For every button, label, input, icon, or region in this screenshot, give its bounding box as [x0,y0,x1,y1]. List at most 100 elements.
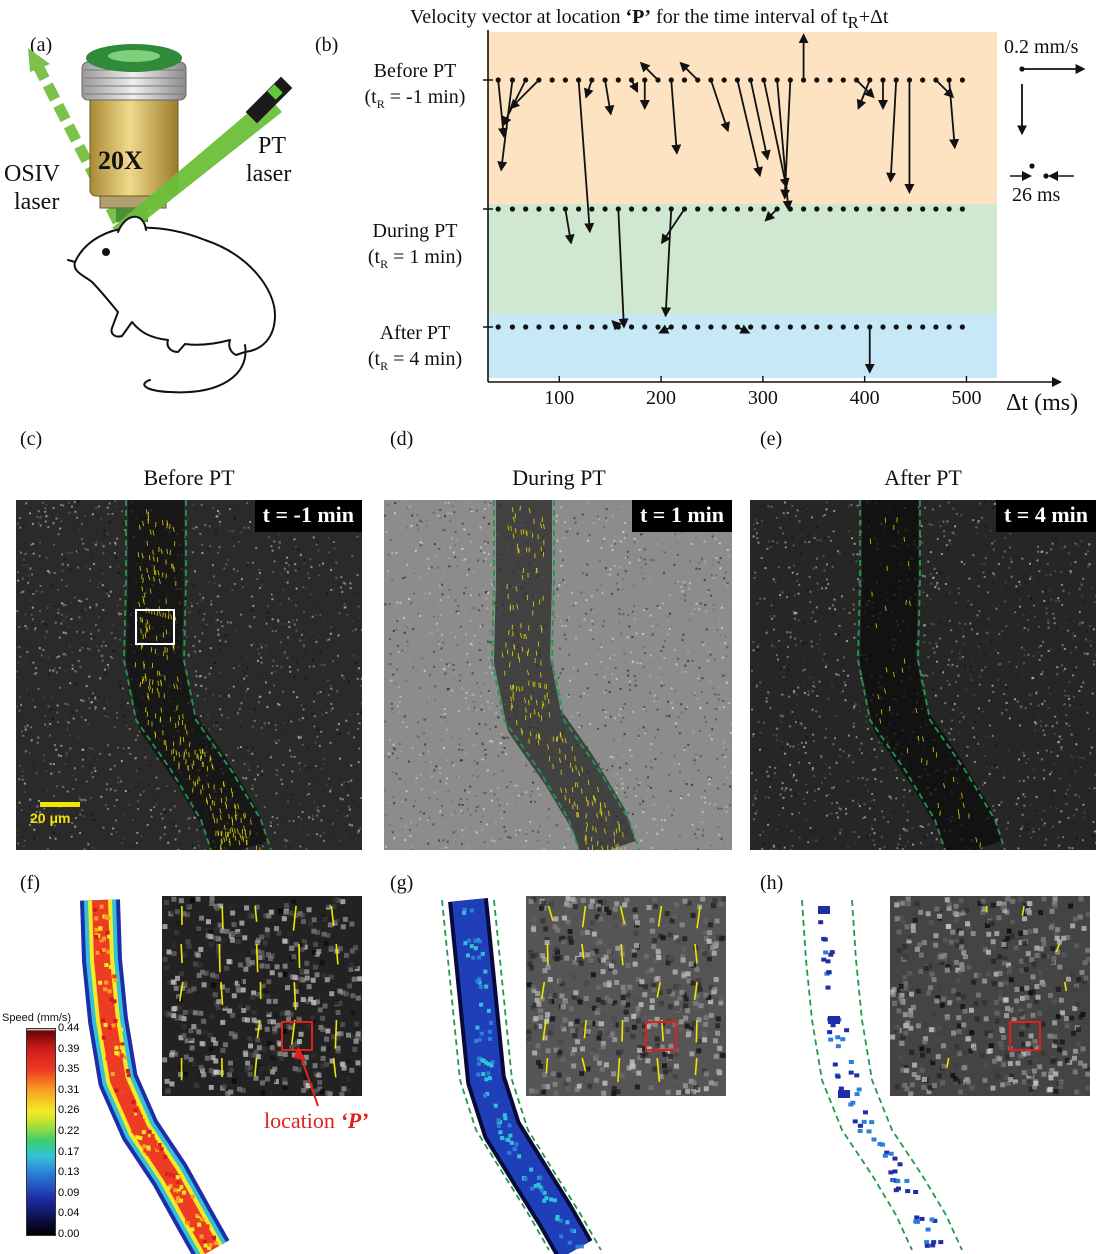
speed-pixel [99,938,104,943]
vessel-lumen [860,500,1002,850]
speed-pixel [119,1045,124,1050]
x-tick-label: 200 [646,387,676,409]
speed-pixel [197,1222,202,1227]
flow-vector [182,713,184,719]
flow-vector [561,737,564,743]
speed-pixel [822,937,828,942]
speed-pixel [502,1113,507,1118]
speed-pixel [895,1186,901,1191]
flow-vector [587,779,590,786]
speed-pixel [175,1181,180,1186]
velocity-vector [577,79,595,234]
speed-pixel [506,1138,511,1143]
speed-pixel [484,1077,489,1082]
pt-laser-label: PT laser [246,132,291,188]
speed-pixel [120,1088,125,1093]
flow-vector [158,671,161,677]
flow-vector [157,570,160,576]
speed-pixel [164,1171,169,1176]
flow-vector [173,683,176,689]
inset-vector [946,1057,950,1068]
inset-vector [330,905,335,927]
speed-pixel [487,1036,492,1041]
speed-pixel [924,1240,930,1245]
speed-pixel [496,1123,501,1128]
speed-pixel [856,1087,862,1092]
speed-pixel [852,1119,858,1124]
flow-vector [879,718,882,724]
speed-pixel [155,1148,160,1153]
speed-pixel [95,950,100,955]
flow-vector [885,667,888,673]
micrograph-before-pt: t = -1 min 20 μm [16,500,362,850]
inset-vector [581,1057,587,1072]
inset-vector [660,1019,665,1042]
flow-vector [525,634,528,640]
osiv-laser-label: OSIV laser [4,160,60,216]
velocity-vector [629,79,639,93]
speed-pixel [202,1240,207,1245]
speed-pixel [102,936,107,941]
chart-title-p: ‘P’ [625,6,652,28]
velocity-vector [780,79,792,200]
vector-origin-dot [549,206,555,212]
flow-vector [578,771,581,777]
flow-vector [206,799,209,805]
velocity-vector [497,79,508,138]
speed-pixel [100,935,105,940]
speed-pixel [94,916,99,921]
flow-vector [905,599,907,605]
vector-origin-dot [946,324,952,330]
flow-vector [525,530,528,536]
flow-vector [149,679,151,685]
speed-pixel [195,1218,200,1223]
header-after-pt: After PT [884,465,962,490]
speed-pixel [185,1221,190,1226]
speed-pixel [98,980,103,985]
mouse-illustration [67,215,276,394]
speed-pixel [463,941,468,946]
scale-bar-label: 20 μm [30,810,71,826]
vector-origin-dot [774,324,780,330]
flow-vector [542,701,545,707]
flow-vector [512,516,516,522]
speed-pixel [174,1174,179,1179]
flow-vector [160,707,162,713]
speed-pixel [905,1189,911,1194]
inset-vector [656,1057,661,1083]
flow-vector [250,819,252,825]
speed-pixel [848,1070,854,1075]
velocity-vector [762,79,790,189]
flow-vector [157,680,160,686]
flow-vector [535,567,537,574]
flow-vector [141,553,144,559]
speed-pixel [112,999,117,1004]
velocity-vector [604,79,615,116]
inset-after-pt [890,896,1090,1096]
velocity-vector [776,79,793,211]
speed-pixel [830,1023,836,1028]
speed-pixel [857,1123,863,1128]
speed-pixel [890,1177,896,1182]
vector-origin-dot [959,77,965,83]
vector-origin-dot [681,77,688,83]
speed-pixel [175,1175,180,1180]
panel-label-a: (a) [30,34,53,56]
speed-pixel [533,1183,538,1188]
speed-pixel [204,1235,209,1240]
flow-vector [235,805,237,811]
flow-vector [921,736,925,742]
vector-origin-dot [721,206,727,212]
flow-vector [617,820,620,827]
speed-pixel [473,946,478,951]
speed-pixel [163,1155,168,1160]
flow-vector [908,600,912,606]
speed-pixel [471,955,476,960]
flow-vector [138,601,141,608]
speed-pixel [107,989,112,994]
flow-vector [167,613,170,619]
speed-pixel [203,1243,208,1248]
flow-vector [239,832,242,839]
flow-vector [148,683,152,689]
speed-pixel [490,1059,495,1064]
